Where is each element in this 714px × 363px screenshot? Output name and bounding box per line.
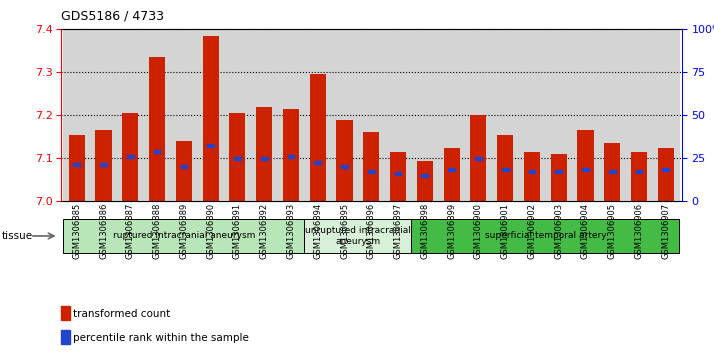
Text: superficial temporal artery: superficial temporal artery <box>485 232 606 240</box>
Bar <box>411 29 438 201</box>
Bar <box>635 170 643 173</box>
Bar <box>171 29 197 201</box>
Bar <box>122 113 139 201</box>
Bar <box>545 29 572 201</box>
Bar <box>127 155 134 158</box>
Bar <box>438 29 465 201</box>
Bar <box>497 135 513 201</box>
Text: transformed count: transformed count <box>74 309 171 319</box>
Bar <box>582 168 589 171</box>
Bar <box>229 113 246 201</box>
Bar <box>443 148 460 201</box>
Bar <box>609 170 615 173</box>
Bar <box>417 160 433 201</box>
Bar <box>390 152 406 201</box>
Bar <box>502 168 508 171</box>
Bar <box>314 161 321 164</box>
FancyBboxPatch shape <box>304 219 411 253</box>
Bar <box>341 166 348 168</box>
Bar <box>256 107 272 201</box>
Bar <box>524 152 540 201</box>
Bar <box>69 135 85 201</box>
Bar <box>117 29 144 201</box>
Text: unruptured intracranial
aneurysm: unruptured intracranial aneurysm <box>305 226 411 246</box>
Bar <box>572 29 599 201</box>
Bar <box>518 29 545 201</box>
Bar <box>358 29 385 201</box>
Bar <box>336 119 353 201</box>
Bar <box>578 130 593 201</box>
FancyBboxPatch shape <box>411 219 679 253</box>
Bar <box>100 163 107 166</box>
Bar <box>599 29 625 201</box>
Bar <box>658 148 674 201</box>
Bar <box>625 29 653 201</box>
Bar <box>304 29 331 201</box>
Bar <box>550 154 567 201</box>
Bar <box>555 170 562 173</box>
Bar <box>471 115 486 201</box>
Bar <box>310 74 326 201</box>
Bar <box>448 168 455 171</box>
Bar <box>283 109 299 201</box>
Bar <box>149 57 165 201</box>
Bar <box>207 144 214 147</box>
Bar <box>203 36 218 201</box>
FancyBboxPatch shape <box>64 219 304 253</box>
Bar <box>181 166 187 168</box>
Bar <box>631 152 647 201</box>
Bar <box>176 141 192 201</box>
Bar <box>90 29 117 201</box>
Bar <box>363 132 379 201</box>
Bar <box>421 174 428 177</box>
Bar <box>368 170 375 173</box>
Bar <box>261 157 268 160</box>
Bar <box>61 330 70 344</box>
Bar <box>74 163 80 166</box>
Text: ruptured intracranial aneurysm: ruptured intracranial aneurysm <box>113 232 255 240</box>
Bar <box>224 29 251 201</box>
Text: GDS5186 / 4733: GDS5186 / 4733 <box>61 9 164 22</box>
Bar <box>251 29 278 201</box>
Bar <box>64 29 90 201</box>
Text: tissue: tissue <box>2 231 34 241</box>
Bar <box>653 29 679 201</box>
Bar <box>331 29 358 201</box>
Bar <box>61 306 70 320</box>
Bar <box>663 168 669 171</box>
Bar <box>528 170 536 173</box>
Bar <box>278 29 304 201</box>
Bar <box>492 29 518 201</box>
Bar <box>395 172 401 175</box>
Text: percentile rank within the sample: percentile rank within the sample <box>74 333 249 343</box>
Bar <box>288 155 294 158</box>
Bar <box>154 150 161 154</box>
Bar <box>475 157 482 160</box>
Bar <box>234 157 241 160</box>
Bar <box>96 130 111 201</box>
Bar <box>604 143 620 201</box>
Bar <box>465 29 492 201</box>
Bar <box>197 29 224 201</box>
Bar <box>144 29 171 201</box>
Bar <box>385 29 411 201</box>
